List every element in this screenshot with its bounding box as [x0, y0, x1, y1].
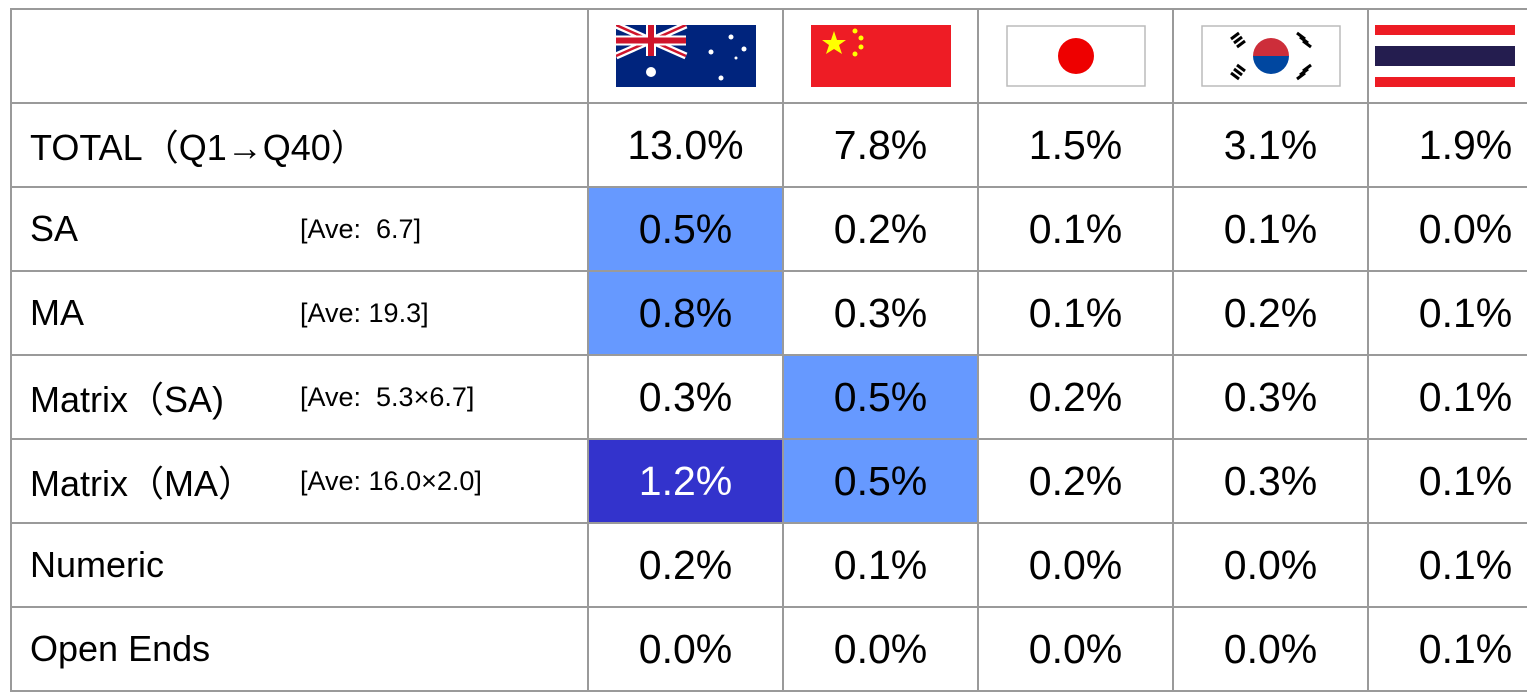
- value-cell: 0.1%: [977, 270, 1174, 356]
- value-cell: 0.0%: [587, 606, 784, 692]
- value-cell: 0.0%: [1172, 606, 1369, 692]
- flag-cell: [1367, 8, 1527, 104]
- row-label-cell: Numeric: [10, 522, 589, 608]
- table-row: TOTAL（Q1→Q40） 13.0% 7.8% 1.5% 3.1% 1.9%: [10, 102, 1527, 188]
- flag-cell: [782, 8, 979, 104]
- row-note: [Ave: 16.0×2.0]: [300, 466, 482, 497]
- table-row: SA [Ave: 6.7] 0.5% 0.2% 0.1% 0.1% 0.0%: [10, 186, 1527, 272]
- row-note: [Ave: 5.3×6.7]: [300, 382, 475, 413]
- value-cell: 0.1%: [1367, 354, 1527, 440]
- row-label-cell: Matrix（MA） [Ave: 16.0×2.0]: [10, 438, 589, 524]
- value-cell: 0.0%: [1367, 186, 1527, 272]
- flag-cell: [1172, 8, 1369, 104]
- results-table: TOTAL（Q1→Q40） 13.0% 7.8% 1.5% 3.1% 1.9% SA [Ave…: [10, 8, 1527, 692]
- row-label: TOTAL（Q1→Q40）: [30, 127, 367, 168]
- row-label: SA: [30, 208, 79, 249]
- row-label: MA: [30, 292, 84, 333]
- table-row: Matrix（SA) [Ave: 5.3×6.7] 0.3% 0.5% 0.2% 0.3%…: [10, 354, 1527, 440]
- table-row: Matrix（MA） [Ave: 16.0×2.0] 1.2% 0.5% 0.2% 0.3…: [10, 438, 1527, 524]
- flag-thailand: [1375, 25, 1515, 87]
- table-row: MA [Ave: 19.3] 0.8% 0.3% 0.1% 0.2% 0.1%: [10, 270, 1527, 356]
- row-label: Matrix（MA）: [30, 463, 254, 504]
- value-cell: 0.3%: [1172, 354, 1369, 440]
- value-cell: 0.2%: [1172, 270, 1369, 356]
- table-row: Numeric 0.2% 0.1% 0.0% 0.0% 0.1%: [10, 522, 1527, 608]
- value-cell: 1.9%: [1367, 102, 1527, 188]
- row-note: [Ave: 19.3]: [300, 298, 429, 329]
- corner-cell: [10, 8, 589, 104]
- flag-korea: [1200, 25, 1341, 87]
- value-cell: 1.2%: [587, 438, 784, 524]
- value-cell: 0.2%: [977, 438, 1174, 524]
- row-label-cell: Open Ends: [10, 606, 589, 692]
- row-label-cell: Matrix（SA) [Ave: 5.3×6.7]: [10, 354, 589, 440]
- value-cell: 0.8%: [587, 270, 784, 356]
- flag-japan: [1005, 25, 1146, 87]
- value-cell: 0.5%: [587, 186, 784, 272]
- row-label-cell: TOTAL（Q1→Q40）: [10, 102, 589, 188]
- value-cell: 0.0%: [782, 606, 979, 692]
- table-row: Open Ends 0.0% 0.0% 0.0% 0.0% 0.1%: [10, 606, 1527, 692]
- value-cell: 0.0%: [977, 522, 1174, 608]
- value-cell: 0.5%: [782, 438, 979, 524]
- value-cell: 0.1%: [1367, 438, 1527, 524]
- row-label: Open Ends: [30, 628, 211, 669]
- value-cell: 0.1%: [1172, 186, 1369, 272]
- row-label-cell: MA [Ave: 19.3]: [10, 270, 589, 356]
- value-cell: 0.0%: [977, 606, 1174, 692]
- row-label-cell: SA [Ave: 6.7]: [10, 186, 589, 272]
- value-cell: 0.1%: [977, 186, 1174, 272]
- row-label: Numeric: [30, 544, 165, 585]
- value-cell: 1.5%: [977, 102, 1174, 188]
- value-cell: 0.5%: [782, 354, 979, 440]
- flag-australia: [615, 25, 756, 87]
- row-label: Matrix（SA): [30, 379, 225, 420]
- value-cell: 0.1%: [1367, 606, 1527, 692]
- flag-cell: [587, 8, 784, 104]
- value-cell: 0.3%: [1172, 438, 1369, 524]
- value-cell: 0.2%: [782, 186, 979, 272]
- flag-cell: [977, 8, 1174, 104]
- value-cell: 0.3%: [587, 354, 784, 440]
- value-cell: 0.3%: [782, 270, 979, 356]
- value-cell: 0.0%: [1172, 522, 1369, 608]
- flag-row: [10, 8, 1527, 104]
- value-cell: 0.2%: [587, 522, 784, 608]
- value-cell: 0.2%: [977, 354, 1174, 440]
- value-cell: 13.0%: [587, 102, 784, 188]
- value-cell: 0.1%: [782, 522, 979, 608]
- value-cell: 0.1%: [1367, 270, 1527, 356]
- value-cell: 0.1%: [1367, 522, 1527, 608]
- flag-china: [810, 25, 951, 87]
- value-cell: 7.8%: [782, 102, 979, 188]
- value-cell: 3.1%: [1172, 102, 1369, 188]
- row-note: [Ave: 6.7]: [300, 214, 422, 245]
